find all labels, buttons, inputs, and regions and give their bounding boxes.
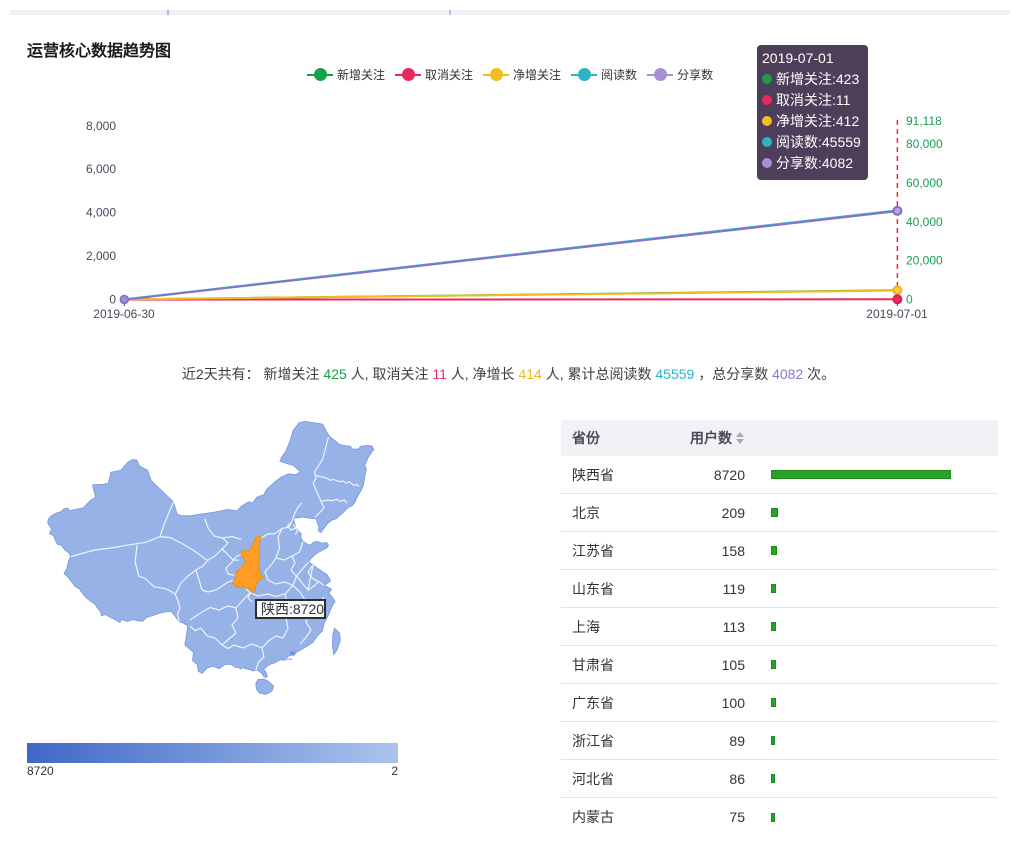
svg-text:2,000: 2,000 — [86, 249, 116, 263]
svg-text:2019-07-01: 2019-07-01 — [866, 307, 928, 321]
svg-text:0: 0 — [109, 293, 116, 307]
svg-text:91,118: 91,118 — [906, 114, 942, 128]
svg-text:6,000: 6,000 — [86, 162, 116, 176]
svg-text:20,000: 20,000 — [906, 254, 943, 268]
svg-text:80,000: 80,000 — [906, 137, 943, 151]
svg-text:4,000: 4,000 — [86, 206, 116, 220]
svg-text:8,000: 8,000 — [86, 119, 116, 133]
svg-text:40,000: 40,000 — [906, 215, 943, 229]
svg-text:2019-06-30: 2019-06-30 — [93, 307, 155, 321]
svg-text:60,000: 60,000 — [906, 176, 943, 190]
svg-text:0: 0 — [906, 293, 913, 307]
